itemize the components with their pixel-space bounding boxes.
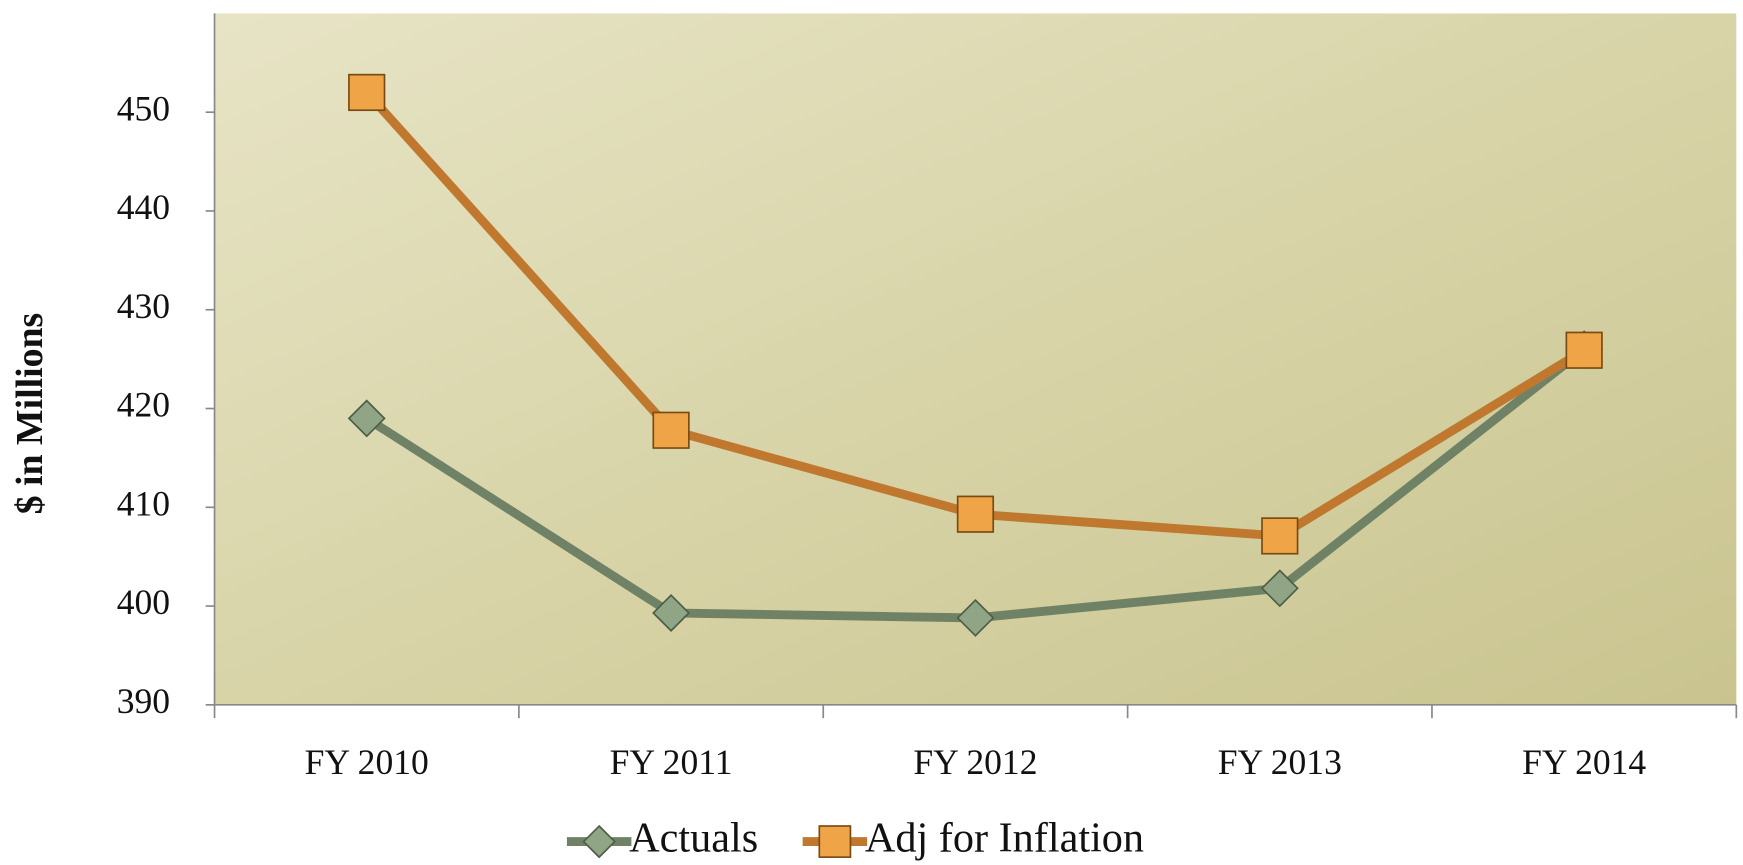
- x-tick-label: FY 2011: [610, 742, 733, 782]
- x-tick-label: FY 2012: [913, 742, 1037, 782]
- point-marker: [1565, 331, 1603, 369]
- y-tick-label: 400: [117, 582, 170, 622]
- point-marker: [348, 73, 386, 112]
- point-marker: [956, 598, 995, 637]
- point-marker: [1260, 569, 1299, 608]
- y-tick-label: 450: [117, 88, 170, 128]
- plot-background: [214, 13, 1737, 705]
- point-marker: [652, 411, 690, 449]
- x-tick-label: FY 2010: [305, 742, 429, 782]
- y-tick-label: 420: [117, 385, 170, 425]
- x-tick-label: FY 2013: [1218, 742, 1342, 782]
- legend-label: Adj for Inflation: [865, 814, 1144, 861]
- point-marker: [652, 594, 691, 632]
- point-marker: [956, 495, 995, 533]
- legend-label: Actuals: [629, 814, 758, 861]
- y-axis-label: $ in Millions: [9, 313, 51, 515]
- legend-marker: [818, 825, 852, 858]
- y-tick-label: 440: [117, 187, 170, 227]
- y-tick-label: 410: [117, 483, 170, 523]
- y-tick-label: 430: [117, 286, 170, 326]
- legend-marker: [582, 824, 616, 859]
- x-tick-label: FY 2014: [1522, 742, 1646, 782]
- point-marker: [347, 399, 386, 438]
- y-tick-label: 390: [117, 681, 170, 721]
- point-marker: [1261, 517, 1299, 555]
